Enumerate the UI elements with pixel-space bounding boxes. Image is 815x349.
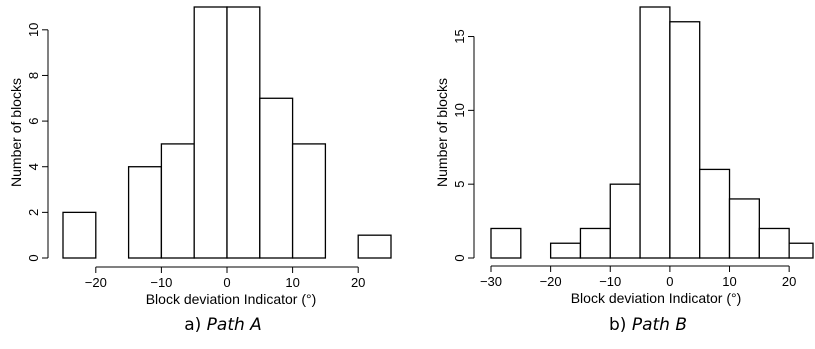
histogram-bar bbox=[226, 6, 261, 259]
y-tick-label: 0 bbox=[26, 254, 41, 261]
histogram-bar bbox=[699, 168, 731, 259]
y-tick-label: 8 bbox=[26, 72, 41, 79]
histogram-bar bbox=[193, 6, 228, 259]
x-tick-label: 20 bbox=[351, 275, 365, 290]
y-axis-title: Number of blocks bbox=[8, 78, 24, 187]
chart-panel-b: −30 −20 −10 0 10 20 0 5 10 15 Block deviation Indi… bbox=[434, 6, 814, 335]
x-tick-label: −20 bbox=[85, 275, 107, 290]
y-tick-label: 10 bbox=[452, 103, 467, 117]
x-tick-label: 0 bbox=[666, 274, 673, 289]
histogram-bar bbox=[291, 143, 327, 259]
histogram-bar bbox=[609, 183, 641, 259]
histogram-bar bbox=[788, 242, 814, 259]
panel-caption: b) Path B bbox=[609, 315, 687, 335]
panel-caption: a) Path A bbox=[184, 315, 262, 335]
histogram-bar bbox=[259, 97, 294, 259]
caption-path-name: Path A bbox=[207, 315, 262, 335]
x-tick-label: −20 bbox=[540, 274, 562, 289]
y-axis-title: Number of blocks bbox=[434, 78, 450, 187]
x-tick-label: −10 bbox=[599, 274, 621, 289]
histogram-bar bbox=[669, 21, 701, 259]
y-tick-label: 15 bbox=[452, 29, 467, 43]
histogram-bar bbox=[758, 227, 790, 259]
y-tick-label: 0 bbox=[452, 254, 467, 261]
x-axis-title: Block deviation Indicator (°) bbox=[146, 291, 317, 307]
x-axis-title: Block deviation Indicator (°) bbox=[571, 290, 742, 306]
histogram-bar bbox=[639, 6, 671, 259]
caption-prefix: a) bbox=[184, 315, 206, 335]
histogram-bar bbox=[490, 227, 522, 259]
x-tick-label: 20 bbox=[782, 274, 796, 289]
histogram-bar bbox=[549, 242, 582, 259]
histogram-bar bbox=[728, 198, 760, 259]
y-tick-label: 10 bbox=[26, 23, 41, 37]
histogram-bar bbox=[579, 227, 611, 259]
histogram-bar bbox=[160, 143, 195, 259]
x-tick-label: −10 bbox=[150, 275, 172, 290]
x-tick-label: 0 bbox=[223, 275, 230, 290]
x-tick-label: 10 bbox=[285, 275, 299, 290]
caption-prefix: b) bbox=[609, 315, 632, 335]
y-tick-label: 4 bbox=[26, 163, 41, 170]
x-tick-label: 10 bbox=[722, 274, 736, 289]
x-tick-label: −30 bbox=[480, 274, 502, 289]
y-tick-label: 6 bbox=[26, 117, 41, 124]
histogram-bar bbox=[127, 166, 163, 259]
histogram-bar bbox=[62, 211, 97, 259]
caption-path-name: Path B bbox=[632, 315, 687, 335]
y-tick-label: 2 bbox=[26, 209, 41, 216]
histogram-bar bbox=[357, 234, 392, 259]
y-tick-label: 5 bbox=[452, 181, 467, 188]
